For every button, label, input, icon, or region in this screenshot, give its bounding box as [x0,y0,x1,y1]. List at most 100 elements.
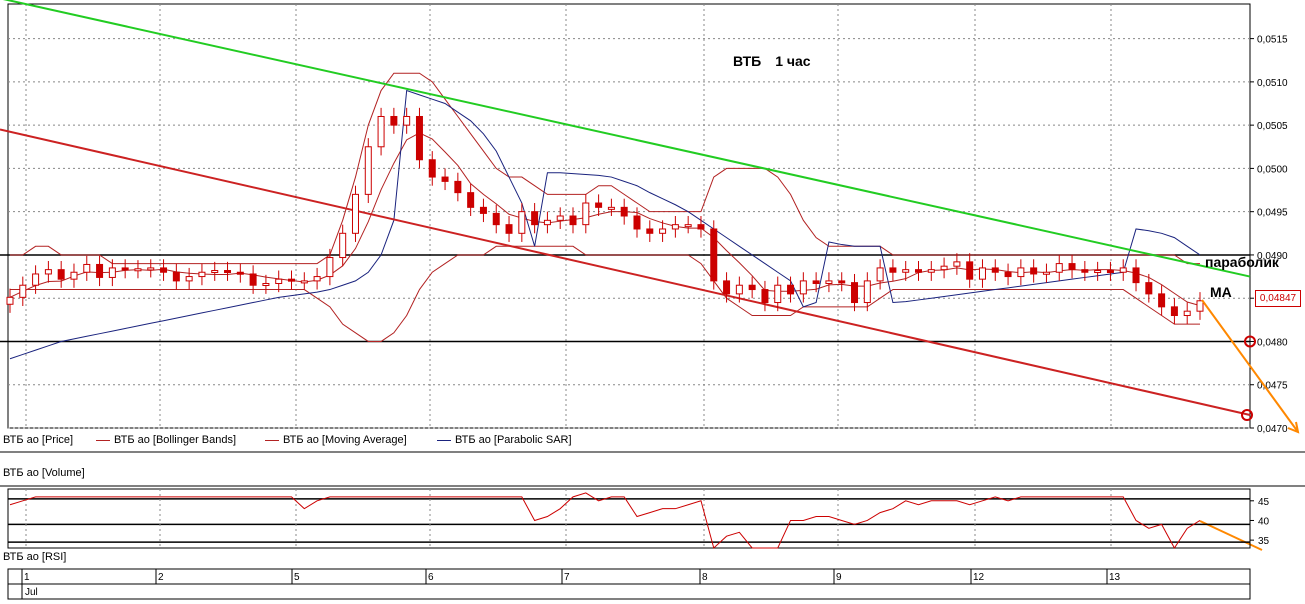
rsi-tick-label: 40 [1258,516,1270,527]
bollinger-upper [10,72,1200,265]
candle-body [172,271,180,282]
candle-body [1081,269,1089,273]
candle-body [761,289,769,304]
candles [6,107,1204,325]
candle-body [121,267,129,271]
candle-body [556,215,564,221]
candle-body [812,280,820,284]
y-tick-label: 0,0505 [1257,121,1288,132]
candle-body [70,271,78,280]
day-label: 7 [564,572,570,583]
candle-body [160,267,168,273]
parabolic-annotation: параболик [1205,254,1279,270]
candle-body [633,215,641,230]
candle-body [351,193,359,234]
candle-body [889,267,897,273]
day-label: 8 [702,572,708,583]
day-label: 13 [1109,572,1121,583]
candle-body [902,269,910,273]
volume-panel-label: ВТБ ао [Volume] [3,467,85,479]
candle-body [825,280,833,284]
projection-arrows [1199,299,1300,551]
candle-body [1042,271,1050,275]
projection-arrow-rsi [1199,520,1263,551]
candle-body [953,261,961,267]
candle-body [531,211,539,226]
candle-body [428,159,436,178]
candle-body [735,284,743,295]
level-marker [1244,335,1256,348]
candle-body [236,271,244,275]
day-label: 5 [294,572,300,583]
chart-title-ticker: ВТБ [733,53,762,69]
candle-body [876,267,884,282]
candle-body [978,267,986,280]
parabolic-sar-line [9,89,1201,360]
trend-lines [0,0,1251,416]
candle-body [185,276,193,282]
candle-body [441,176,449,182]
candle-body [1030,267,1038,275]
candle-body [147,267,155,271]
candle-body [211,270,219,274]
y-tick-label: 0,0500 [1257,164,1288,175]
candle-body [83,263,91,273]
candle-body [863,280,871,304]
candle-body [249,273,257,286]
candle-body [966,261,974,280]
projection-arrowhead-price [1287,421,1300,434]
candle-body [288,278,296,282]
candle-body [799,280,807,295]
candle-body [134,268,142,272]
y-tick-label: 0,0480 [1257,337,1288,348]
candle-body [684,224,692,228]
candle-body [710,228,718,282]
candle-body [198,271,206,278]
legend-parabolic-sar[interactable]: ВТБ ао [Parabolic SAR] [437,434,572,446]
candle-body [32,273,40,286]
moving-average [9,132,1201,307]
day-label: 9 [836,572,842,583]
candle-body [390,115,398,126]
candle-body [851,282,859,304]
candle-body [595,202,603,208]
last-price-tag: 0,04847 [1255,290,1301,307]
legend-moving-average[interactable]: ВТБ ао [Moving Average] [265,434,407,446]
candle-body [723,280,731,295]
rsi-frame [7,488,1251,549]
candle-body [543,219,551,226]
bollinger-bands [10,72,1200,342]
day-label: 2 [158,572,164,583]
candle-body [607,206,615,210]
y-tick-label: 0,0510 [1257,78,1288,89]
candle-body [454,180,462,194]
candle-body [1145,282,1153,295]
candle-body [339,232,347,259]
candle-body [492,212,500,226]
candle-body [57,269,65,280]
candle-body [1132,267,1140,284]
candle-body [838,280,846,284]
candle-body [467,192,475,208]
y-tick-label: 0,0475 [1257,381,1288,392]
candle-body [582,202,590,226]
bollinger-lower [10,245,1200,342]
candle-body [1119,267,1127,273]
candle-body [1196,300,1204,312]
rsi-panel-label: ВТБ ао [RSI] [3,551,67,563]
chart-title-timeframe: 1 час [775,53,811,69]
y-tick-label: 0,0495 [1257,208,1288,219]
legend-price[interactable]: ВТБ ао [Price] [3,434,74,446]
candle-body [620,206,628,217]
candle-body [1004,271,1012,278]
candle-body [108,267,116,278]
rsi-tick-label: 45 [1258,497,1270,508]
legend-bollinger[interactable]: ВТБ ао [Bollinger Bands] [96,434,236,446]
y-tick-label: 0,0490 [1257,251,1288,262]
candle-body [326,257,334,278]
candle-body [671,224,679,230]
candle-body [300,280,308,284]
candle-body [1106,270,1114,274]
